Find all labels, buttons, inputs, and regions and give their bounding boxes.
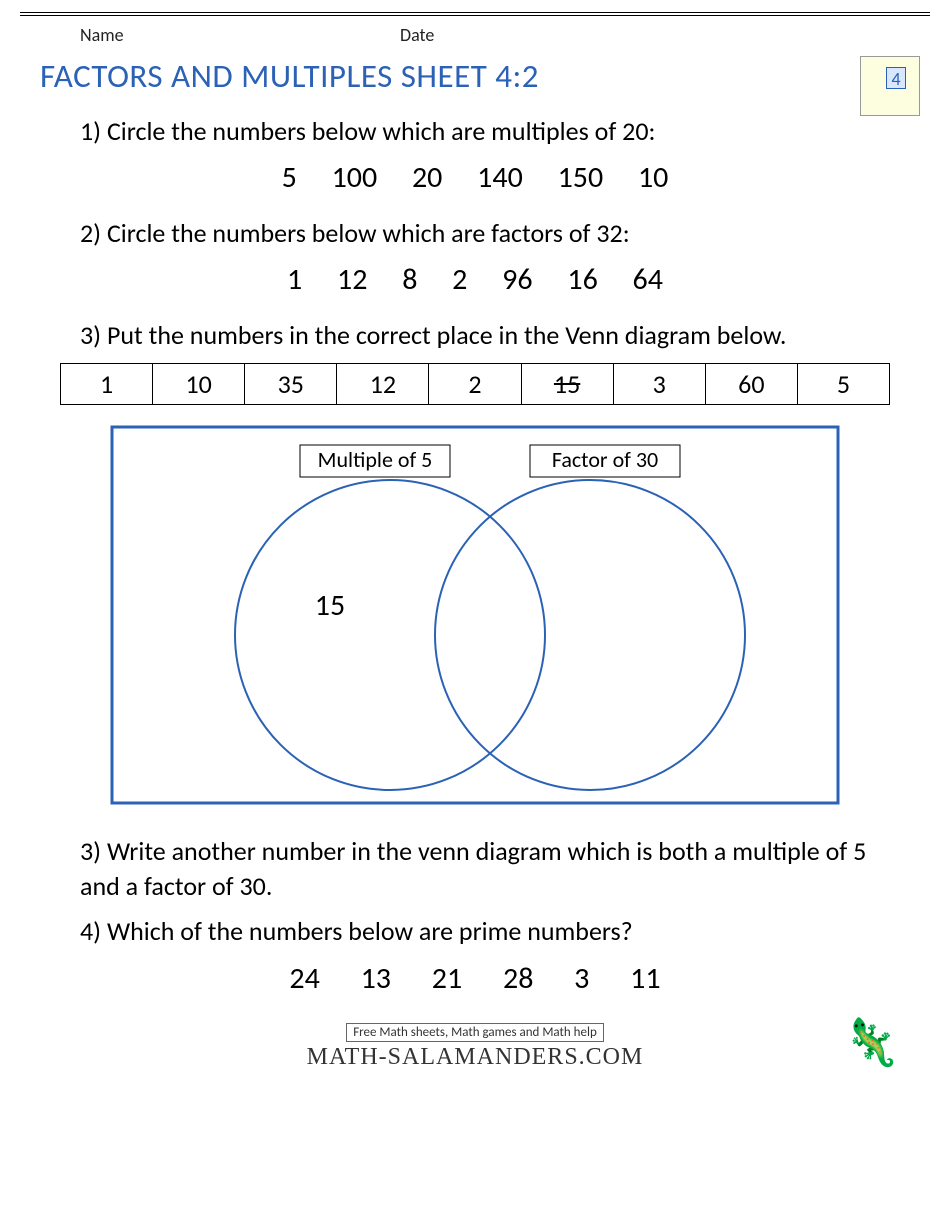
footer-brand: MATH-SALAMANDERS.COM bbox=[40, 1044, 910, 1071]
worksheet-page: Name Date 4 FACTORS AND MULTIPLES SHEET … bbox=[0, 16, 950, 1091]
footer-tag: Free Math sheets, Math games and Math he… bbox=[346, 1023, 604, 1042]
q2-prompt: 2) Circle the numbers below which are fa… bbox=[80, 216, 910, 251]
q4-numbers: 24 13 21 28 3 11 bbox=[40, 960, 910, 997]
q3-prompt: 3) Put the numbers in the correct place … bbox=[80, 318, 910, 353]
venn-left-label: Multiple of 5 bbox=[318, 446, 433, 473]
q3-cell: 15 bbox=[522, 364, 614, 404]
q3-cell: 12 bbox=[337, 364, 429, 404]
venn-right-label: Factor of 30 bbox=[552, 446, 658, 473]
page-title: FACTORS AND MULTIPLES SHEET 4:2 bbox=[40, 56, 910, 96]
q4-prompt: 4) Which of the numbers below are prime … bbox=[80, 914, 910, 949]
name-label: Name bbox=[80, 24, 400, 46]
date-label: Date bbox=[400, 24, 434, 46]
q3-number-boxes: 11035122153605 bbox=[60, 363, 890, 405]
q3b-prompt: 3) Write another number in the venn diag… bbox=[80, 834, 910, 904]
header-row: Name Date bbox=[40, 16, 910, 46]
q1-numbers: 5 100 20 140 150 10 bbox=[40, 159, 910, 196]
q3-cell: 5 bbox=[798, 364, 889, 404]
q3-cell: 10 bbox=[153, 364, 245, 404]
grade-badge: 4 bbox=[860, 56, 920, 116]
grade-number: 4 bbox=[886, 67, 906, 89]
q3-cell: 3 bbox=[614, 364, 706, 404]
footer: Free Math sheets, Math games and Math he… bbox=[40, 1023, 910, 1071]
q2-numbers: 1 12 8 2 96 16 64 bbox=[40, 261, 910, 298]
venn-placed-left: 15 bbox=[315, 587, 345, 624]
venn-diagram: Multiple of 5 Factor of 30 15 bbox=[110, 425, 840, 810]
q3-cell: 2 bbox=[429, 364, 521, 404]
q3-cell: 1 bbox=[61, 364, 153, 404]
q1-prompt: 1) Circle the numbers below which are mu… bbox=[80, 114, 910, 149]
q3-cell: 35 bbox=[245, 364, 337, 404]
salamander-icon: 🦎 bbox=[843, 1015, 900, 1071]
q3-cell: 60 bbox=[706, 364, 798, 404]
